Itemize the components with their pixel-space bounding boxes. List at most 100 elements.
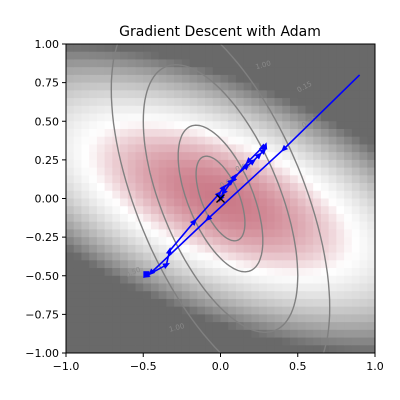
heatmap-cell (328, 144, 337, 153)
heatmap-cell (150, 167, 160, 176)
heatmap-cell (336, 51, 345, 61)
heatmap-cell (166, 128, 175, 138)
heatmap-cell (220, 136, 229, 146)
heatmap-cell (328, 244, 337, 254)
heatmap-cell (181, 206, 191, 215)
heatmap-cell (89, 306, 98, 315)
heatmap-cell (351, 298, 361, 308)
heatmap-cell (135, 113, 144, 122)
heatmap-cell (328, 59, 337, 68)
heatmap-cell (73, 206, 83, 215)
heatmap-cell (313, 244, 322, 254)
heatmap-cell (305, 306, 314, 315)
path-arrow (258, 143, 267, 150)
heatmap-cell (320, 98, 330, 107)
heatmap-cell (297, 306, 307, 315)
heatmap-cell (73, 306, 83, 315)
heatmap-cell (120, 152, 129, 161)
heatmap-cell (336, 237, 345, 246)
heatmap-cell (297, 121, 307, 130)
heatmap-cell (158, 183, 168, 192)
heatmap-cell (150, 128, 160, 138)
heatmap-cell (189, 283, 198, 292)
heatmap-cell (212, 329, 222, 339)
heatmap-cell (181, 98, 191, 107)
heatmap-cell (367, 175, 375, 184)
heatmap-cell (120, 322, 129, 331)
heatmap-cell (127, 314, 137, 323)
heatmap-cell (181, 59, 191, 68)
heatmap-cell (351, 206, 361, 215)
heatmap-cell (205, 59, 214, 68)
heatmap-cell (197, 329, 206, 339)
heatmap-cell (290, 152, 299, 161)
heatmap-cell (259, 136, 268, 146)
heatmap-cell (297, 183, 307, 192)
heatmap-cell (96, 44, 106, 53)
heatmap-cell (228, 90, 237, 99)
heatmap-cell (150, 283, 160, 292)
heatmap-cell (297, 244, 307, 254)
heatmap-cell (112, 113, 121, 122)
heatmap-cell (150, 190, 160, 200)
heatmap-cell (344, 237, 353, 246)
heatmap-cell (150, 260, 160, 269)
heatmap-cell (266, 314, 276, 323)
heatmap-cell (189, 74, 198, 84)
heatmap-cell (359, 314, 368, 323)
heatmap-cell (135, 275, 144, 285)
heatmap-cell (220, 283, 229, 292)
heatmap-cell (259, 345, 268, 353)
heatmap-cell (297, 252, 307, 261)
heatmap-cell (73, 152, 83, 161)
heatmap-cell (89, 260, 98, 269)
heatmap-cell (305, 237, 314, 246)
heatmap-cell (251, 322, 260, 331)
heatmap-cell (367, 198, 375, 207)
heatmap-cell (305, 198, 314, 207)
heatmap-cell (189, 322, 198, 331)
heatmap-cell (127, 283, 137, 292)
heatmap-cell (228, 322, 237, 331)
heatmap-cell (158, 229, 168, 238)
heatmap-cell (127, 51, 137, 61)
heatmap-cell (150, 206, 160, 215)
heatmap-cell (197, 260, 206, 269)
heatmap-cell (297, 322, 307, 331)
heatmap-cell (166, 275, 175, 285)
heatmap-cell (290, 190, 299, 200)
heatmap-cell (313, 229, 322, 238)
heatmap-cell (66, 221, 75, 230)
heatmap-cell (336, 144, 345, 153)
heatmap-cell (181, 291, 191, 300)
heatmap-cell (359, 345, 368, 353)
heatmap-cell (305, 82, 314, 91)
chart-title: Gradient Descent with Adam (119, 24, 321, 40)
heatmap-cell (251, 306, 260, 315)
heatmap-cell (205, 275, 214, 285)
heatmap-cell (181, 113, 191, 122)
heatmap-cell (266, 229, 276, 238)
heatmap-cell (135, 128, 144, 138)
heatmap-cell (181, 252, 191, 261)
heatmap-cell (66, 314, 75, 323)
heatmap-cell (212, 90, 222, 99)
heatmap-cell (143, 82, 152, 91)
heatmap-cell (259, 98, 268, 107)
heatmap-cell (367, 82, 375, 91)
heatmap-cell (266, 82, 276, 91)
contour-line (177, 124, 264, 273)
heatmap-cell (166, 121, 175, 130)
heatmap-cell (89, 59, 98, 68)
heatmap-cell (282, 291, 291, 300)
heatmap-cell (104, 345, 113, 353)
heatmap-cell (127, 167, 137, 176)
heatmap-cell (367, 345, 375, 353)
heatmap-cell (359, 67, 368, 76)
heatmap-cell (282, 67, 291, 76)
heatmap-cell (266, 98, 276, 107)
heatmap-cell (220, 175, 229, 184)
heatmap-cell (235, 306, 245, 315)
heatmap-cell (344, 113, 353, 122)
heatmap-cell (336, 337, 345, 346)
